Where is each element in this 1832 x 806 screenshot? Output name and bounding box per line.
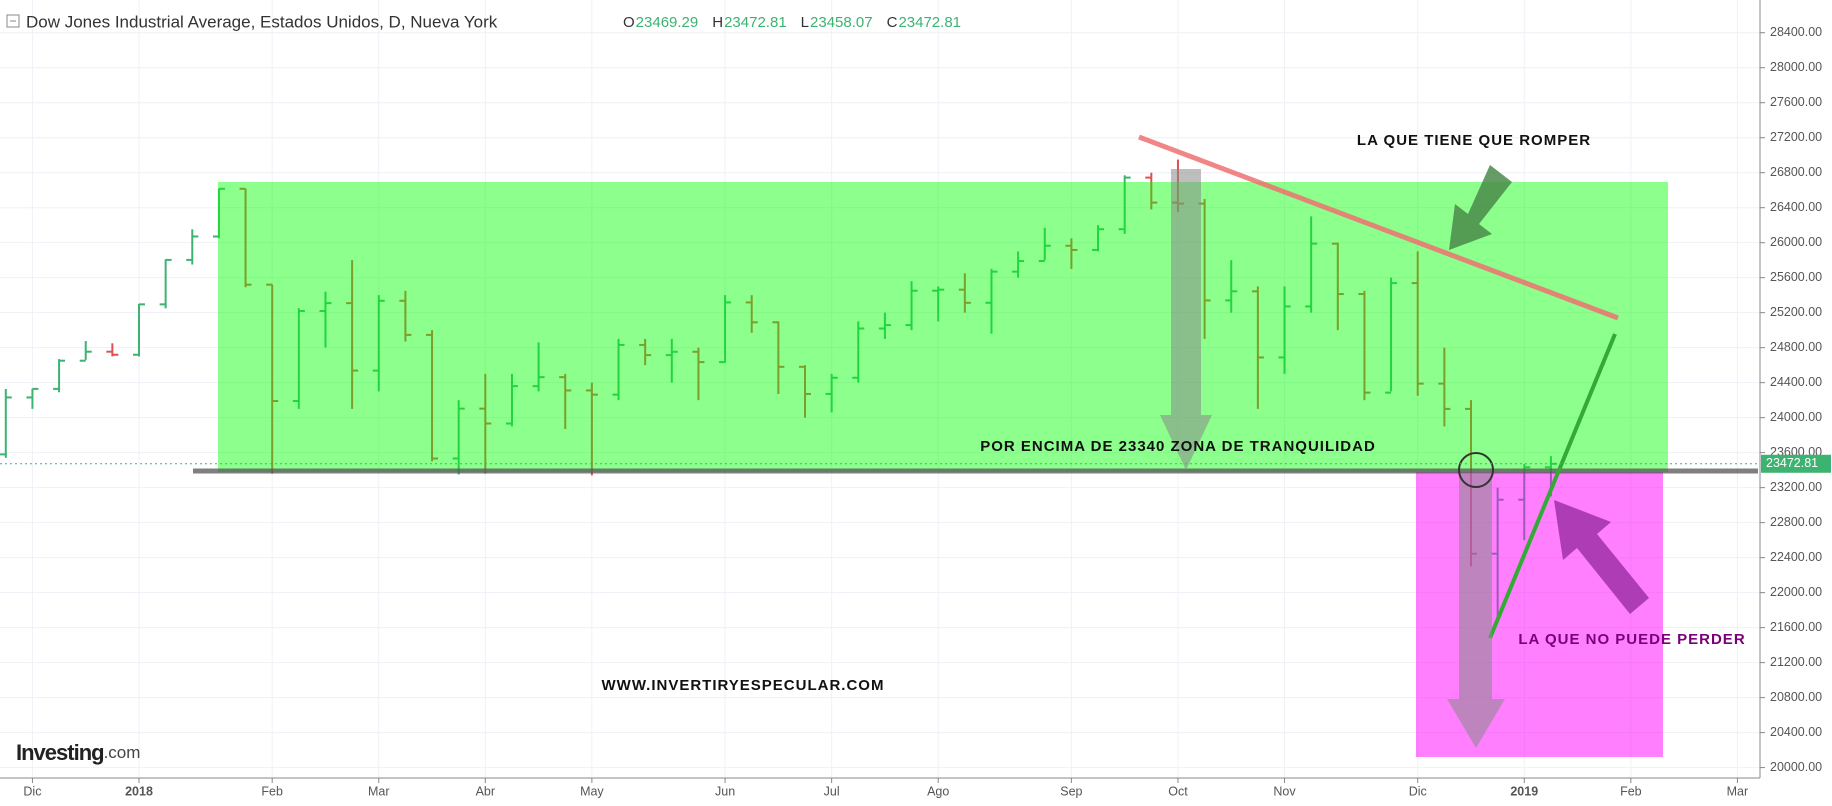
y-tick-label: 20000.00: [1770, 760, 1822, 774]
y-tick-label: 24400.00: [1770, 375, 1822, 389]
legend-key: H: [712, 14, 723, 31]
arrow: [1160, 169, 1212, 470]
y-tick-label: 20400.00: [1770, 725, 1822, 739]
y-tick-label: 24800.00: [1770, 340, 1822, 354]
y-tick-label: 22000.00: [1770, 585, 1822, 599]
annotation: WWW.INVERTIRYESPECULAR.COM: [602, 677, 885, 694]
annotation: POR ENCIMA DE 23340 ZONA DE TRANQUILIDAD: [980, 438, 1376, 455]
logo-suffix: .com: [104, 743, 141, 762]
y-tick-label: 28400.00: [1770, 25, 1822, 39]
range-zone: [218, 182, 1668, 472]
price-box: [1761, 454, 1831, 473]
y-tick-label: 27200.00: [1770, 130, 1822, 144]
resistance-line: [1138, 134, 1619, 321]
x-tick-label: May: [580, 784, 604, 798]
x-tick-label: Dic: [1409, 784, 1427, 798]
x-tick-label: Dic: [23, 784, 41, 798]
legend-key: L: [801, 14, 809, 31]
legend-key: O: [623, 14, 635, 31]
logo-brand: Investing: [16, 740, 104, 765]
chart-title: Dow Jones Industrial Average, Estados Un…: [26, 12, 498, 31]
x-tick-label: Abr: [476, 784, 495, 798]
x-tick-label: Oct: [1168, 784, 1188, 798]
arrow: [1554, 500, 1649, 614]
legend-value: 23458.07: [810, 14, 873, 31]
legend-value: 23469.29: [636, 14, 699, 31]
y-tick-label: 22800.00: [1770, 515, 1822, 529]
arrow: [1447, 473, 1505, 748]
x-tick-label: Feb: [1620, 784, 1642, 798]
y-tick-label: 26400.00: [1770, 200, 1822, 214]
y-tick-label: 23200.00: [1770, 480, 1822, 494]
y-tick-label: 21200.00: [1770, 655, 1822, 669]
y-tick-label: 28000.00: [1770, 60, 1822, 74]
annotation: LA QUE NO PUEDE PERDER: [1518, 631, 1745, 648]
grid: [0, 0, 1760, 778]
x-tick-label: Nov: [1273, 784, 1296, 798]
arrow: [1449, 165, 1512, 250]
x-tick-label: 2019: [1510, 784, 1538, 798]
x-tick-label: Sep: [1060, 784, 1082, 798]
y-tick-label: 24000.00: [1770, 410, 1822, 424]
annotations: [193, 134, 1758, 757]
y-tick-label: 26800.00: [1770, 165, 1822, 179]
x-tick-label: Jul: [824, 784, 840, 798]
x-tick-label: 2018: [125, 784, 153, 798]
legend-value: 23472.81: [724, 14, 787, 31]
legend-key: C: [887, 14, 898, 31]
x-tick-label: Mar: [1727, 784, 1749, 798]
bars: [0, 159, 1557, 618]
y-tick-label: 26000.00: [1770, 235, 1822, 249]
trend-line: [1488, 333, 1617, 639]
y-tick-label: 21600.00: [1770, 620, 1822, 634]
y-tick-label: 27600.00: [1770, 95, 1822, 109]
x-tick-label: Ago: [927, 784, 949, 798]
y-tick-label: 22400.00: [1770, 550, 1822, 564]
y-tick-label: 25200.00: [1770, 305, 1822, 319]
annotation: LA QUE TIENE QUE ROMPER: [1357, 132, 1591, 149]
collapse-icon[interactable]: [6, 14, 20, 28]
logo: Investing.com: [16, 740, 140, 765]
x-tick-label: Mar: [368, 784, 390, 798]
y-tick-label: 20800.00: [1770, 690, 1822, 704]
x-tick-label: Jun: [715, 784, 735, 798]
x-tick-label: Feb: [261, 784, 283, 798]
y-tick-label: 25600.00: [1770, 270, 1822, 284]
highlight-circle: [1458, 452, 1494, 488]
legend-value: 23472.81: [898, 14, 961, 31]
price-label: 23472.81: [1766, 456, 1818, 470]
